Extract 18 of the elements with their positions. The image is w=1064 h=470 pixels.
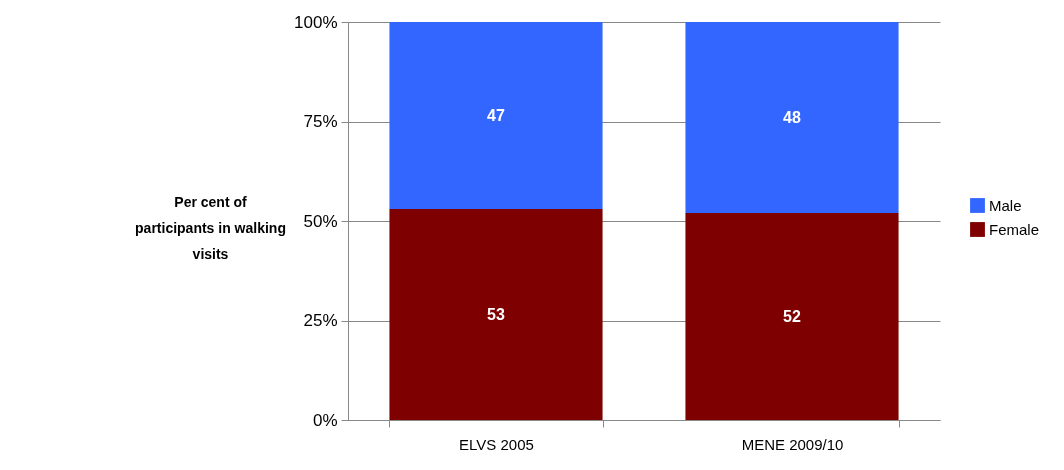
bar: [685, 213, 899, 420]
data-label: 48: [783, 108, 801, 126]
bar: [389, 209, 603, 420]
data-label: 52: [783, 307, 801, 325]
bar: [685, 22, 899, 214]
x-tick-label: MENE 2009/10: [741, 435, 844, 453]
y-tick-label: 100%: [294, 12, 338, 32]
y-tick-label: 75%: [303, 112, 338, 131]
data-label: 47: [487, 106, 505, 124]
y-tick-label: 25%: [303, 311, 338, 330]
y-axis-title: Per cent of participants in walking visits: [135, 193, 286, 262]
y-tick-label: 50%: [303, 211, 338, 231]
legend-label: Female: [989, 220, 1040, 238]
y-tick-label: 0%: [312, 410, 338, 430]
data-label: 53: [487, 305, 505, 323]
legend-label: Male: [989, 196, 1022, 214]
bar: [389, 22, 603, 210]
x-tick-label: ELVS 2005: [459, 435, 534, 453]
